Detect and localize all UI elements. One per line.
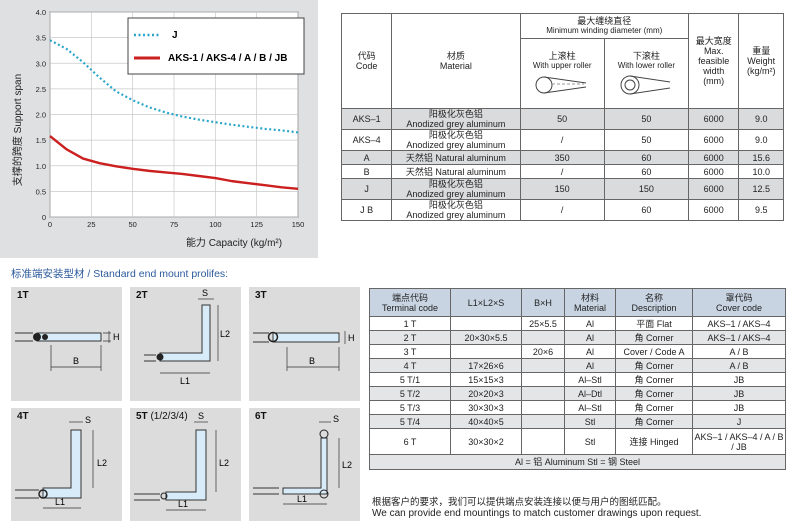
profile-panel-3t: 3T H B xyxy=(249,287,360,401)
profile-1t-drawing: H B xyxy=(15,331,120,371)
x-tick-label: 150 xyxy=(292,220,305,229)
y-tick-label: 2.0 xyxy=(36,111,46,120)
profile-panel-4t: 4T S L2 L1 xyxy=(11,408,122,521)
svg-text:S: S xyxy=(198,411,204,421)
svg-text:L2: L2 xyxy=(220,329,230,339)
legend-label-aks: AKS-1 / AKS-4 / A / B / JB xyxy=(168,53,287,64)
col-lower-roller: 下滚柱 With lower roller xyxy=(603,38,689,109)
col-bh: B×H xyxy=(521,288,565,317)
table-row: 4 T 17×26×6 Al 角 Corner A / B xyxy=(369,358,786,373)
lower-roller-diagram xyxy=(620,75,671,94)
y-tick-label: 1.5 xyxy=(36,136,46,145)
chart-canvas: 0 0.5 1.0 1.5 2.0 2.5 3.0 3.5 4.0 0 25 50 75 100 125 1… xyxy=(11,8,305,249)
table-row: 5 T/2 20×20×3 Al–Dtl 角 Corner JB xyxy=(369,386,786,401)
profile-label: 4T xyxy=(17,411,29,422)
material-legend-note: Al = 铝 Aluminum Stl = 钢 Steel xyxy=(369,454,786,470)
x-tick-label: 125 xyxy=(250,220,263,229)
profile-label: 1T xyxy=(17,290,29,301)
svg-text:L1: L1 xyxy=(178,499,188,509)
y-tick-label: 3.5 xyxy=(36,34,46,43)
x-axis-label: 能力 Capacity (kg/m²) xyxy=(186,236,282,249)
col-max-width: 最大宽度 Max. feasible width (mm) xyxy=(687,13,740,109)
footer-note-zh: 根据客户的要求，我们可以提供端点安装连接以便与用户的图纸匹配。 xyxy=(372,497,667,508)
series-line-aks xyxy=(49,135,299,191)
y-tick-label: 2.5 xyxy=(36,85,46,94)
chart-legend: J AKS-1 / AKS-4 / A / B / JB xyxy=(127,17,305,75)
svg-text:L2: L2 xyxy=(219,458,229,468)
table-row: J 阳极化灰色铝 Anodized grey aluminum 150 150 6… xyxy=(340,178,784,200)
profile-panel-5t: 5T (1/2/3/4) S L2 L1 xyxy=(130,408,241,521)
x-tick-label: 100 xyxy=(209,220,222,229)
x-tick-label: 0 xyxy=(48,220,52,229)
svg-text:L2: L2 xyxy=(97,458,107,468)
col-lls: L1×L2×S xyxy=(450,288,522,317)
table-row: B 天然铝 Natural aluminum / 60 6000 10.0 xyxy=(340,164,784,179)
profile-label: 6T xyxy=(255,411,267,422)
svg-text:H: H xyxy=(113,332,120,342)
svg-text:L1: L1 xyxy=(297,494,307,504)
footer-note-en: We can provide end mountings to match cu… xyxy=(372,508,702,519)
table-row: J B 阳极化灰色铝 Anodized grey aluminum / 60 60… xyxy=(340,199,784,221)
col-material: 材质 Material xyxy=(391,13,521,109)
table-row: 1 T 25×5.5 Al 平面 Flat AKS–1 / AKS–4 xyxy=(369,316,786,331)
profile-label: 5T (1/2/3/4) xyxy=(136,411,188,422)
y-tick-label: 1.0 xyxy=(36,162,46,171)
y-tick-label: 0.5 xyxy=(36,187,46,196)
col-upper-roller: 上滚柱 With upper roller xyxy=(519,38,605,109)
support-span-chart: 0 0.5 1.0 1.5 2.0 2.5 3.0 3.5 4.0 0 25 50 75 100 125 1… xyxy=(0,0,318,258)
svg-text:B: B xyxy=(309,356,315,366)
col-cover-code: 罩代码 Cover code xyxy=(692,288,786,317)
table-row: 5 T/4 40×40×5 Stl 角 Corner J xyxy=(369,414,786,429)
profile-5t-drawing: S L2 L1 xyxy=(134,411,229,511)
upper-roller-diagram xyxy=(535,76,587,93)
svg-text:L1: L1 xyxy=(180,376,190,386)
profile-2t-drawing: S L2 L1 xyxy=(144,288,230,386)
x-tick-label: 50 xyxy=(128,220,136,229)
col-weight: 重量 Weight (kg/m²) xyxy=(738,13,784,109)
y-tick-label: 3.0 xyxy=(36,59,46,68)
terminal-code-table: 端点代码 Terminal code L1×L2×S B×H 材料 Material… xyxy=(369,288,786,470)
chart-series xyxy=(49,39,299,191)
table-row: AKS–4 阳极化灰色铝 Anodized grey aluminum / 50 … xyxy=(340,129,784,151)
profile-3t-drawing: H B xyxy=(253,331,355,371)
col-description: 名称 Description xyxy=(615,288,693,317)
y-axis-label: 支撑的跨度 Support span xyxy=(11,74,24,186)
series-line-j xyxy=(49,39,299,134)
profile-panel-1t: 1T H B xyxy=(11,287,122,401)
y-tick-label: 4.0 xyxy=(36,8,46,17)
profile-panel-2t: 2T S L2 L1 xyxy=(130,287,241,401)
col-min-winding: 最大缠绕直径 Minimum winding diameter (mm) xyxy=(519,13,689,39)
svg-text:H: H xyxy=(348,333,355,343)
table-row: A 天然铝 Natural aluminum 350 60 6000 15.6 xyxy=(340,150,784,165)
table-row: 5 T/3 30×30×3 Al–Stl 角 Corner JB xyxy=(369,400,786,415)
profile-6t-drawing: S L2 L1 xyxy=(253,414,352,505)
profile-label: 3T xyxy=(255,290,267,301)
svg-text:B: B xyxy=(73,356,79,366)
svg-text:S: S xyxy=(333,414,339,424)
y-tick-label: 0 xyxy=(42,213,46,222)
svg-text:L1: L1 xyxy=(55,497,65,507)
svg-text:S: S xyxy=(85,415,91,425)
profiles-title: 标准端安装型材 / Standard end mount prolifes: xyxy=(11,268,229,280)
profile-panel-6t: 6T S L2 L1 xyxy=(249,408,360,521)
col-material: 材料 Material xyxy=(564,288,616,317)
table-note-row: Al = 铝 Aluminum Stl = 钢 Steel xyxy=(369,454,786,470)
table-row: 5 T/1 15×15×3 Al–Stl 角 Corner JB xyxy=(369,372,786,387)
y-tick-labels: 0 0.5 1.0 1.5 2.0 2.5 3.0 3.5 4.0 xyxy=(36,8,46,222)
col-code: 代码 Code xyxy=(340,13,393,109)
specification-table: 代码 Code 材质 Material 最大缠绕直径 Minimum windi… xyxy=(340,13,784,221)
x-tick-labels: 0 25 50 75 100 125 150 xyxy=(48,220,304,229)
table-row: 2 T 20×30×5.5 Al 角 Corner AKS–1 / AKS–4 xyxy=(369,330,786,345)
profile-4t-drawing: S L2 L1 xyxy=(15,415,107,509)
x-tick-label: 25 xyxy=(87,220,95,229)
svg-text:L2: L2 xyxy=(342,460,352,470)
x-tick-label: 75 xyxy=(170,220,178,229)
profile-label: 2T xyxy=(136,290,148,301)
legend-label-j: J xyxy=(172,30,178,41)
col-terminal-code: 端点代码 Terminal code xyxy=(369,288,451,317)
table-row: 6 T 30×30×2 Stl 连接 Hinged AKS–1 / AKS–4 / A … xyxy=(369,428,786,455)
table-row: AKS–1 阳极化灰色铝 Anodized grey aluminum 50 50… xyxy=(340,108,784,130)
svg-text:S: S xyxy=(202,288,208,298)
